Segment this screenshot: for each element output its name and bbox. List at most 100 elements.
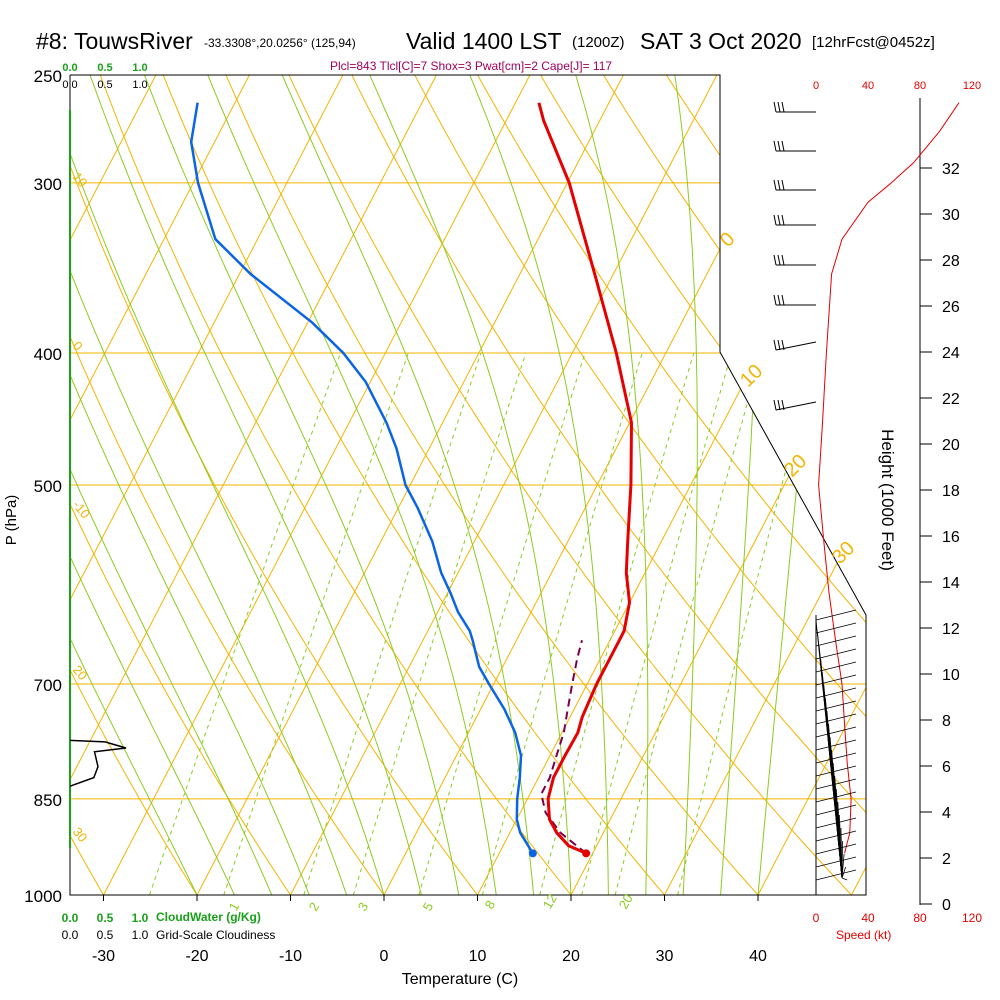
dry-adiabat: [962, 51, 1000, 924]
moist-adiabat: [70, 75, 198, 895]
cloudiness-label: Grid-Scale Cloudiness: [156, 928, 276, 942]
temperature-tick-label: -10: [279, 948, 302, 965]
isotherm-line: [70, 75, 344, 895]
moist-adiabat: [70, 75, 273, 895]
wind-barb: [773, 254, 816, 266]
temperature-tick-label: -30: [92, 948, 115, 965]
dry-adiabat: [70, 75, 311, 895]
height-tick-label: 8: [942, 713, 951, 730]
cloudiness-tick-bottom: 1.0: [132, 928, 149, 942]
speed-tick-label-bottom: 80: [913, 911, 927, 925]
wind-barb-flag: [781, 140, 785, 152]
pressure-tick-label: 500: [34, 477, 62, 496]
wind-barb: [773, 179, 816, 191]
moist-adiabat: [369, 75, 572, 895]
dry-adiabat: [70, 75, 121, 895]
moist-adiabat: [207, 75, 497, 895]
wind-barb-flag: [781, 254, 785, 266]
temperature-tick-label: 0: [380, 948, 389, 965]
parcel-trace: [540, 639, 587, 855]
cloudiness-tick-top: 0.0: [62, 79, 77, 91]
mixing-ratio-line: [303, 352, 482, 895]
stability-indices: Plcl=843 Tlcl[C]=7 Shox=3 Pwat[cm]=2 Cap…: [330, 59, 613, 73]
cloudwater-label: CloudWater (g/Kg): [156, 910, 261, 924]
wind-barb-flag: [815, 739, 857, 751]
wind-barb-flag: [815, 648, 857, 660]
moist-adiabat: [575, 75, 649, 895]
wind-barb-flag: [815, 830, 857, 842]
valid-date: SAT 3 Oct 2020: [640, 28, 802, 54]
height-tick-label: 10: [942, 667, 960, 684]
cloudwater-tick-top: 0.5: [97, 62, 112, 74]
dry-adiabat: [277, 75, 866, 895]
height-tick-label: 26: [942, 299, 960, 316]
wind-barb: [773, 101, 816, 113]
mixing-ratio-line: [149, 352, 341, 895]
cloudwater-tick-bottom: 0.0: [62, 911, 79, 925]
temperature-tick-label: 40: [749, 948, 767, 965]
mixing-ratio-line: [418, 352, 586, 895]
dry-adiabat: [70, 75, 216, 895]
valid-zulu: (1200Z): [572, 34, 625, 51]
station-coords: -33.3308°,20.0256° (125,94): [204, 36, 356, 50]
height-tick-label: 14: [942, 575, 960, 592]
wind-barb-flag: [781, 101, 785, 113]
wind-barb-flag: [773, 101, 777, 113]
temperature-tick-label: 10: [469, 948, 487, 965]
temperature-axis-label: Temperature (C): [401, 971, 519, 988]
wind-barb-flag: [815, 674, 857, 686]
height-tick-label: 12: [942, 621, 960, 638]
moist-adiabat-label: 20: [780, 450, 811, 481]
isotherm-line: [757, 75, 866, 895]
wind-barb: [773, 214, 816, 226]
cloudwater-tick-top: 0.0: [62, 62, 77, 74]
wind-barb-flag: [815, 700, 857, 712]
dry-adiabat: [836, 75, 866, 895]
temperature-tick-label: 20: [562, 948, 580, 965]
height-tick-label: 32: [942, 161, 960, 178]
forecast-info: [12hrFcst@0452z]: [812, 34, 935, 51]
cloudiness-tick-bottom: 0.5: [97, 928, 114, 942]
isotherm-line: [664, 75, 866, 895]
wind-barb-flag: [781, 399, 785, 411]
wind-barb-flag: [773, 214, 777, 226]
isotherm-line: [70, 75, 157, 895]
wind-barb-flag: [777, 179, 781, 191]
wind-barb-flag: [815, 752, 857, 764]
dry-adiabat: [339, 75, 866, 895]
temperature-tick-label: 30: [656, 948, 674, 965]
cloudiness-tick-bottom: 0.0: [62, 928, 79, 942]
cloudiness-profile: [69, 739, 127, 787]
mixing-ratio-label: 1: [226, 900, 243, 914]
wind-barb-flag: [815, 765, 857, 777]
dry-adiabat: [588, 75, 866, 895]
mixing-ratio-label: 2: [306, 900, 323, 914]
mixing-ratio-label: 8: [482, 898, 499, 912]
cloudwater-tick-bottom: 0.5: [97, 911, 114, 925]
pressure-tick-label: 700: [34, 676, 62, 695]
isotherm-line: [196, 75, 624, 895]
dry-adiabat: [526, 75, 866, 895]
wind-barb-flag: [773, 179, 777, 191]
mixing-ratio-line: [614, 352, 762, 895]
wind-barb-flag: [773, 140, 777, 152]
wind-barb-flag: [815, 843, 857, 855]
dry-adiabat: [70, 75, 501, 895]
surface-temperature-marker: [582, 849, 591, 858]
chart-header: #8: TouwsRiver -33.3308°,20.0256° (125,9…: [0, 28, 1000, 58]
mixing-ratio-label: 5: [420, 900, 437, 914]
wind-barb-flag: [815, 791, 857, 803]
valid-time: Valid 1400 LST: [406, 28, 562, 54]
height-tick-label: 22: [942, 391, 960, 408]
wind-barb-flag: [777, 214, 781, 226]
wind-barb-flag: [781, 214, 785, 226]
speed-tick-label-top: 40: [862, 80, 874, 92]
wind-barb-flag: [815, 609, 857, 621]
wind-barb-flag: [815, 804, 857, 816]
speed-tick-label-bottom: 0: [813, 911, 820, 925]
wind-barb-staff: [841, 853, 845, 879]
moist-adiabat: [70, 75, 348, 895]
wind-barb-staff: [841, 866, 847, 879]
speed-tick-label-bottom: 40: [861, 911, 875, 925]
